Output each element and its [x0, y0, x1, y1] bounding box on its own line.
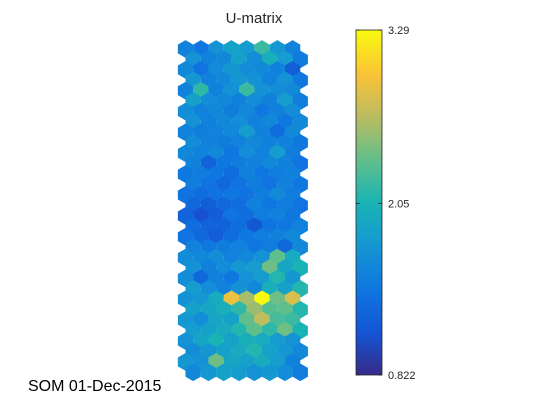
hex-cell — [277, 363, 293, 382]
colorbar-gradient — [355, 29, 383, 376]
chart-title: U-matrix — [226, 10, 283, 27]
hex-cell — [231, 363, 247, 382]
colorbar: 3.29 2.05 0.822 — [355, 25, 416, 382]
hex-cell — [246, 363, 263, 382]
colorbar-tick-label: 0.822 — [388, 370, 416, 382]
hex-cell — [185, 363, 201, 382]
footer-label: SOM 01-Dec-2015 — [28, 378, 162, 395]
hex-cell — [261, 363, 278, 382]
hex-cell — [292, 363, 308, 382]
hex-cell — [216, 363, 232, 382]
hex-cell — [200, 363, 217, 382]
hex-grid — [177, 40, 308, 382]
colorbar-tick-label: 2.05 — [388, 198, 409, 210]
colorbar-ticks: 3.29 2.05 0.822 — [356, 25, 416, 382]
colorbar-tick-label: 3.29 — [388, 25, 409, 37]
